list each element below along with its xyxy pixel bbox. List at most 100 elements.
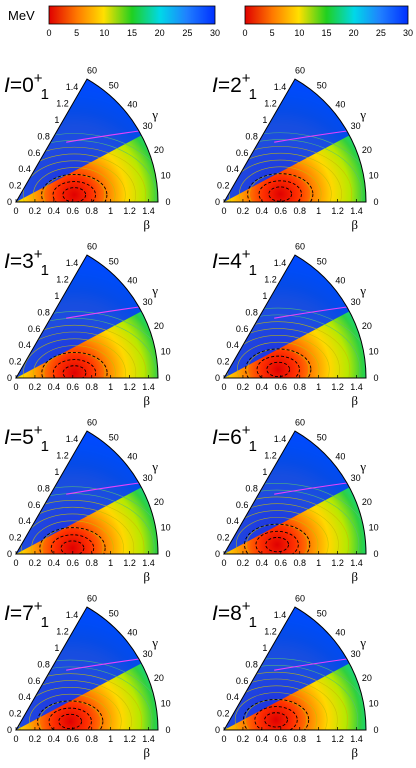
- beta-tick-x-0.6: 0.6: [67, 734, 80, 744]
- beta-tick-edge-1.4: 1.4: [274, 82, 287, 92]
- panel-0: 000.20.20.40.40.60.60.80.8111.21.21.41.4…: [4, 65, 171, 232]
- panel-6: 000.20.20.40.40.60.60.80.8111.21.21.41.4…: [212, 417, 379, 584]
- panel-label-3: I=3+ 1: [4, 246, 49, 279]
- beta-tick-edge-1.2: 1.2: [264, 99, 277, 109]
- gamma-tick-50: 50: [109, 257, 119, 267]
- gamma-tick-30: 30: [351, 121, 361, 131]
- beta-tick-edge-0.6: 0.6: [236, 148, 249, 158]
- panel-4: 000.20.20.40.40.60.60.80.8111.21.21.41.4…: [212, 241, 379, 408]
- beta-tick-x-0: 0: [13, 382, 18, 392]
- gamma-tick-10: 10: [369, 523, 379, 533]
- gamma-axis-label: γ: [359, 107, 366, 122]
- sector-frame-6: [223, 430, 367, 555]
- beta-tick-edge-0.6: 0.6: [28, 324, 41, 334]
- beta-tick-edge-1.4: 1.4: [274, 258, 287, 268]
- panel-2: 000.20.20.40.40.60.60.80.8111.21.21.41.4…: [212, 65, 379, 232]
- gamma-tick-60: 60: [295, 593, 305, 603]
- beta-tick-edge-0.4: 0.4: [226, 164, 239, 174]
- colorbar-left-tick-30: 30: [210, 28, 220, 38]
- gamma-tick-30: 30: [143, 473, 153, 483]
- beta-axis-label: β: [351, 217, 358, 232]
- beta-tick-x-0.8: 0.8: [85, 382, 98, 392]
- beta-tick-x-0: 0: [221, 734, 226, 744]
- beta-tick-edge-0.2: 0.2: [217, 357, 230, 367]
- gamma-tick-30: 30: [351, 649, 361, 659]
- beta-tick-edge-1.2: 1.2: [264, 451, 277, 461]
- colorbar-left-tick-0: 0: [46, 28, 51, 38]
- gamma-tick-50: 50: [317, 433, 327, 443]
- colorbar-right-bar: [244, 5, 409, 25]
- beta-axis-label: β: [351, 569, 358, 584]
- beta-axis-label: β: [143, 217, 150, 232]
- beta-tick-edge-1: 1: [54, 467, 59, 477]
- panel-label-4: I=4+ 1: [212, 246, 257, 279]
- beta-tick-x-0.6: 0.6: [67, 206, 80, 216]
- beta-axis-label: β: [351, 393, 358, 408]
- gamma-tick-30: 30: [351, 473, 361, 483]
- beta-tick-x-0.6: 0.6: [275, 382, 288, 392]
- beta-axis-label: β: [351, 745, 358, 760]
- beta-tick-x-0.2: 0.2: [237, 558, 250, 568]
- beta-tick-edge-1: 1: [262, 115, 267, 125]
- beta-tick-x-1.2: 1.2: [123, 734, 136, 744]
- gamma-axis-label: γ: [151, 283, 158, 298]
- beta-tick-x-1: 1: [316, 382, 321, 392]
- beta-tick-edge-0.8: 0.8: [245, 483, 258, 493]
- beta-tick-x-1.2: 1.2: [331, 206, 344, 216]
- beta-tick-edge-0.6: 0.6: [236, 324, 249, 334]
- beta-tick-edge-0.2: 0.2: [217, 181, 230, 191]
- beta-tick-x-1.2: 1.2: [331, 734, 344, 744]
- beta-tick-x-0.2: 0.2: [29, 382, 42, 392]
- beta-tick-x-0.6: 0.6: [275, 558, 288, 568]
- gamma-tick-0: 0: [165, 373, 170, 383]
- gamma-tick-10: 10: [369, 171, 379, 181]
- beta-tick-edge-1.4: 1.4: [66, 258, 79, 268]
- beta-tick-edge-0.4: 0.4: [18, 340, 31, 350]
- beta-tick-x-0.2: 0.2: [237, 206, 250, 216]
- beta-tick-x-1.2: 1.2: [331, 558, 344, 568]
- beta-tick-edge-1.2: 1.2: [56, 627, 69, 637]
- beta-tick-x-0: 0: [13, 558, 18, 568]
- colorbar-right-tick-25: 25: [376, 28, 386, 38]
- beta-tick-x-1: 1: [108, 206, 113, 216]
- colorbar-left-tick-20: 20: [155, 28, 165, 38]
- gamma-tick-10: 10: [161, 171, 171, 181]
- sector-frame-2: [223, 78, 367, 203]
- sector-frame-0: [15, 78, 159, 203]
- gamma-tick-40: 40: [335, 627, 345, 637]
- beta-tick-edge-0: 0: [215, 549, 220, 559]
- beta-tick-x-0.4: 0.4: [256, 206, 269, 216]
- sector-frame-5: [15, 430, 159, 555]
- panel-7: 000.20.20.40.40.60.60.80.8111.21.21.41.4…: [4, 593, 171, 760]
- beta-tick-edge-0.2: 0.2: [9, 709, 22, 719]
- beta-tick-edge-0.4: 0.4: [226, 516, 239, 526]
- beta-tick-edge-0.2: 0.2: [217, 709, 230, 719]
- beta-tick-x-0.4: 0.4: [48, 734, 61, 744]
- beta-tick-edge-1.2: 1.2: [56, 275, 69, 285]
- beta-tick-edge-1.4: 1.4: [66, 82, 79, 92]
- gamma-tick-50: 50: [109, 433, 119, 443]
- beta-tick-edge-0.8: 0.8: [245, 659, 258, 669]
- beta-tick-x-0.2: 0.2: [29, 734, 42, 744]
- gamma-tick-30: 30: [143, 121, 153, 131]
- beta-tick-x-0.4: 0.4: [256, 734, 269, 744]
- gamma-tick-20: 20: [362, 673, 372, 683]
- colorbar-left-bar: [48, 5, 216, 25]
- gamma-tick-40: 40: [127, 99, 137, 109]
- panel-label-5: I=5+ 1: [4, 422, 49, 455]
- gamma-tick-60: 60: [295, 241, 305, 251]
- sector-frame-7: [15, 606, 159, 731]
- beta-tick-edge-0: 0: [215, 373, 220, 383]
- colorbar-left-tick-15: 15: [127, 28, 137, 38]
- colorbar-left-tick-25: 25: [182, 28, 192, 38]
- colorbar-left: MeV 0 5 10 15 20 25 30: [8, 5, 220, 38]
- beta-tick-x-0.8: 0.8: [85, 558, 98, 568]
- beta-tick-x-0.2: 0.2: [237, 382, 250, 392]
- beta-tick-x-1.2: 1.2: [331, 382, 344, 392]
- beta-tick-edge-1: 1: [54, 115, 59, 125]
- beta-tick-x-1.4: 1.4: [350, 206, 363, 216]
- beta-tick-x-1.4: 1.4: [142, 382, 155, 392]
- gamma-tick-0: 0: [373, 725, 378, 735]
- gamma-tick-40: 40: [127, 275, 137, 285]
- gamma-tick-30: 30: [143, 649, 153, 659]
